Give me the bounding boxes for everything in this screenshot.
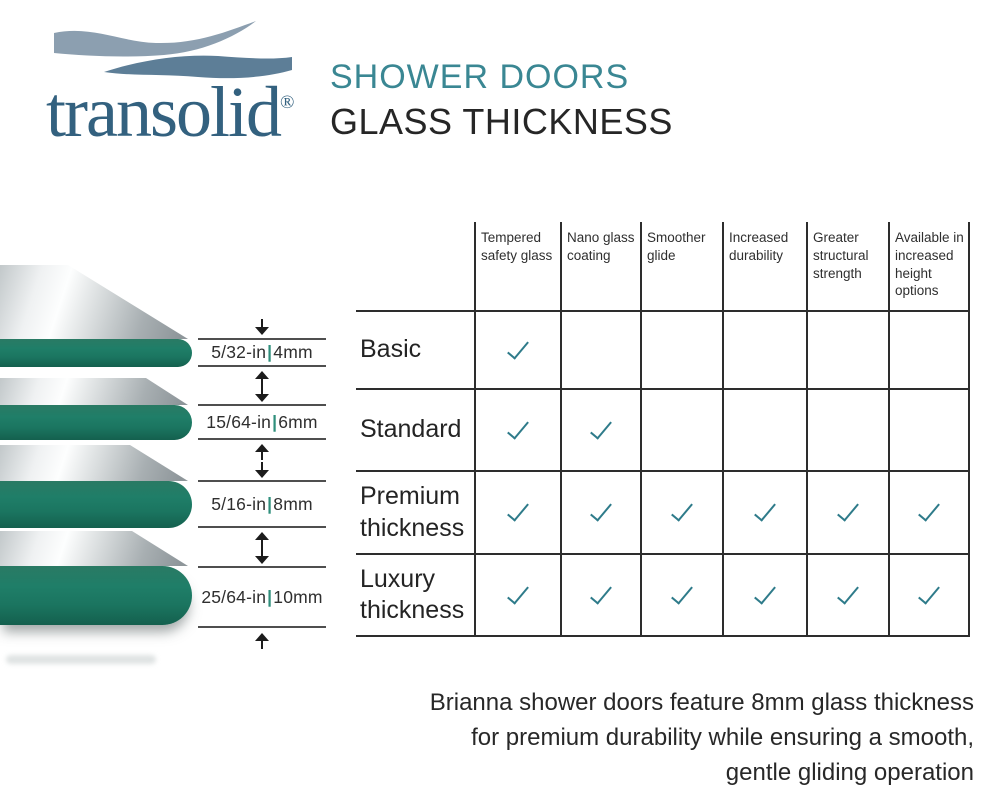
glass-panel-surface-10mm [0,531,188,566]
measurement-10mm: 25/64-in | 10mm [198,566,326,628]
feature-cell [474,310,560,388]
feature-cell [722,388,806,470]
footer-description: Brianna shower doors feature 8mm glass t… [314,685,974,790]
feature-cell [806,310,888,388]
feature-cell [888,310,970,388]
column-header: Tempered safety glass [474,222,560,310]
row-label: Luxury thickness [356,553,474,637]
feature-cell [474,388,560,470]
arrow-up-icon [255,371,269,387]
feature-cell [560,470,640,553]
check-icon [507,415,529,440]
row-label: Basic [356,310,474,388]
feature-cell [640,310,722,388]
check-icon [507,335,529,360]
feature-cell [722,470,806,553]
measurement-mm: 4mm [273,342,313,362]
brand-logo: transolid® [46,76,294,148]
measurement-separator: | [267,586,273,607]
feature-cell [888,388,970,470]
feature-cell [722,553,806,637]
measurement-mm: 10mm [273,586,323,607]
glass-panel-edge-4mm [0,339,192,367]
footer-line: gentle gliding operation [725,759,974,786]
feature-cell [474,470,560,553]
glass-panel-edge-10mm [0,566,192,625]
check-icon [507,498,529,522]
arrow-down-icon [255,319,269,335]
check-icon [754,580,776,605]
measurement-4mm: 5/32-in | 4mm [198,338,326,367]
feature-table: Tempered safety glass Nano glass coating S… [356,222,970,637]
arrow-down-icon [255,462,269,478]
feature-cell [806,553,888,637]
column-header: Nano glass coating [560,222,640,310]
logo-wave-icon [54,21,292,79]
feature-cell [560,388,640,470]
brand-name: transolid [46,72,282,152]
feature-cell [888,553,970,637]
check-icon [918,498,940,522]
measurement-inches: 15/64-in [206,411,272,432]
arrow-up-icon [255,444,269,460]
measurement-separator: | [267,493,273,514]
check-icon [837,498,859,522]
measurement-inches: 5/32-in [211,342,267,362]
check-icon [507,580,529,605]
measurement-6mm: 15/64-in | 6mm [198,404,326,440]
wave-top [54,21,256,57]
check-icon [837,580,859,605]
glass-panel-surface-6mm [0,378,188,405]
feature-cell [722,310,806,388]
glass-panel-surface-4mm [0,265,188,339]
footer-line: Brianna shower doors feature 8mm glass t… [429,689,974,716]
feature-cell [806,388,888,470]
arrow-down-icon [255,548,269,564]
check-icon [590,580,612,605]
feature-cell [640,553,722,637]
feature-cell [560,310,640,388]
arrow-up-icon [255,633,269,649]
feature-cell [474,553,560,637]
page-title-category: SHOWER DOORS [330,58,630,96]
feature-cell [560,553,640,637]
feature-cell [640,388,722,470]
check-icon [671,498,693,522]
glass-panel-surface-8mm [0,445,188,481]
measurement-separator: | [267,342,273,362]
glass-panel-edge-8mm [0,481,192,528]
glass-panel-edge-6mm [0,405,192,440]
check-icon [754,498,776,522]
registered-mark: ® [279,92,295,113]
column-header: Available in increased height options [888,222,970,310]
table-corner-cell [356,222,474,310]
measurement-8mm: 5/16-in | 8mm [198,480,326,528]
measurement-separator: | [272,411,278,432]
feature-cell [640,470,722,553]
arrow-up-icon [255,532,269,548]
measurement-mm: 8mm [273,493,313,514]
feature-cell [888,470,970,553]
column-header: Greater structural strength [806,222,888,310]
feature-cell [806,470,888,553]
column-header: Increased durability [722,222,806,310]
check-icon [671,580,693,605]
check-icon [590,415,612,440]
wave-bottom [104,55,292,79]
measurement-inches: 5/16-in [211,493,267,514]
glass-shadow [6,655,156,664]
footer-line: for premium durability while ensuring a … [471,724,974,751]
row-label: Premium thickness [356,470,474,553]
row-label: Standard [356,388,474,470]
measurement-inches: 25/64-in [201,586,267,607]
check-icon [918,580,940,605]
check-icon [590,498,612,522]
measurement-mm: 6mm [278,411,318,432]
column-header: Smoother glide [640,222,722,310]
arrow-down-icon [255,386,269,402]
page-title-topic: GLASS THICKNESS [330,101,673,142]
